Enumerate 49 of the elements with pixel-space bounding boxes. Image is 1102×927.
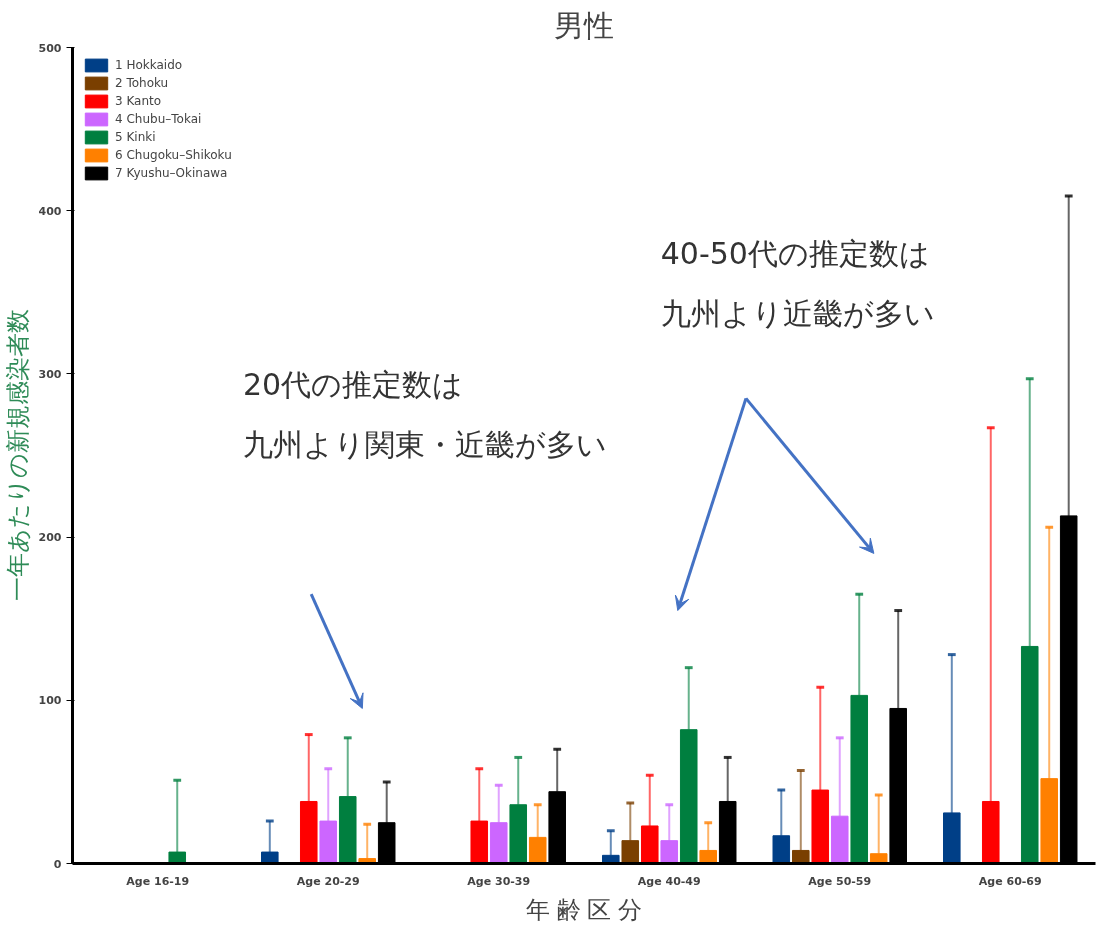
bar [509, 804, 528, 864]
y-tick-label: 500 [38, 41, 62, 55]
annotation: 九州より近畿が多い [660, 296, 935, 332]
y-tick-label: 400 [38, 204, 62, 218]
bar [489, 822, 508, 864]
y-tick-label: 0 [53, 857, 62, 871]
bar [261, 851, 279, 864]
bar [660, 840, 679, 864]
bar [1040, 778, 1058, 864]
y-tick-label: 100 [38, 694, 62, 708]
x-axis-title: 年 齢 区 分 [526, 895, 643, 923]
annotation: 40-50代の推定数は [660, 236, 930, 272]
x-tick-label: Age 30-39 [467, 874, 531, 888]
bar [699, 849, 717, 864]
bar [528, 836, 547, 864]
annotation: 20代の推定数は [243, 366, 464, 402]
bar [299, 800, 318, 864]
bar [679, 729, 698, 864]
bar [640, 825, 659, 864]
x-tick-label: Age 50-59 [808, 874, 872, 888]
bar [830, 815, 849, 864]
bar [470, 820, 489, 864]
legend-label: 2 Tohoku [115, 76, 169, 90]
chart-title: 男性 [554, 7, 614, 43]
bar [168, 851, 187, 864]
bar [792, 849, 810, 864]
bar [338, 796, 357, 864]
bar [319, 820, 338, 864]
bar [943, 812, 961, 864]
legend-label: 6 Chugoku–Shikoku [115, 148, 232, 162]
x-tick-label: Age 16-19 [126, 874, 190, 888]
bar [1020, 645, 1039, 864]
y-tick-label: 200 [38, 531, 62, 545]
bar [621, 840, 640, 864]
y-tick-label: 300 [38, 367, 62, 381]
legend-label: 3 Kanto [115, 94, 162, 108]
annotation: 九州より関東・近畿が多い [243, 427, 607, 463]
x-tick-label: Age 60-69 [978, 874, 1042, 888]
legend-label: 1 Hokkaido [115, 58, 183, 72]
bar [850, 694, 869, 864]
bar [811, 789, 830, 864]
legend-label: 5 Kinki [115, 130, 156, 144]
legend-label: 4 Chubu–Tokai [115, 112, 202, 126]
x-tick-label: Age 40-49 [637, 874, 701, 888]
y-axis-title: 一年あたりの新規感染者数 [3, 309, 31, 602]
legend-label: 7 Kyushu–Okinawa [115, 166, 228, 180]
bar [981, 800, 1000, 864]
bar [772, 835, 791, 864]
x-tick-label: Age 20-29 [296, 874, 360, 888]
